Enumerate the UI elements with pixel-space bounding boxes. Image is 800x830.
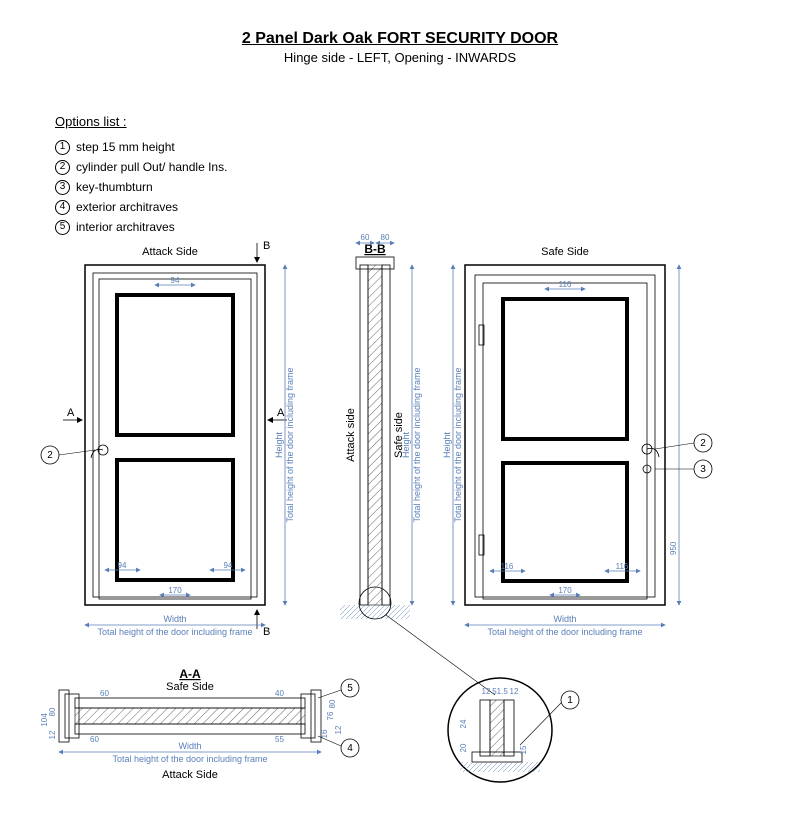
mark-b-bottom: B [263,626,270,638]
dim-aa-width-sub: Total height of the door including frame [112,754,267,764]
dim-safe-height-sub: Total height of the door including frame [453,367,463,522]
callout-2-attack: 2 [47,450,53,461]
dim-safe-br: 116 [616,562,629,571]
dim-attack-width: Width [163,614,186,624]
dim-aa-9: 80 [328,699,337,708]
dim-attack-height: Height [274,431,284,458]
view-attack-side: Attack Side A A B B [41,240,295,638]
dim-detail-5: 15 [519,745,528,754]
safe-label: Safe Side [541,246,589,258]
view-detail-1: 12 51.5 12 24 20 15 1 [448,678,579,782]
callout-3-safe: 3 [700,464,706,475]
view-section-bb: B-B Attack side Safe side 60 80 Height T… [340,233,495,695]
dim-attack-top: 94 [171,276,180,285]
dim-detail-4: 20 [459,743,468,752]
dim-bb-top-r: 80 [381,233,390,242]
view-safe-side: Safe Side 116 116 116 170 Width Total he… [442,246,712,637]
dim-bb-top-l: 60 [361,233,370,242]
dim-safe-stile: 170 [558,586,572,595]
aa-top-label: Safe Side [166,681,214,693]
dim-bb-height: Height [401,431,411,458]
section-bb-label: B-B [364,242,386,256]
callout-5: 5 [347,683,353,694]
aa-bottom-label: Attack Side [162,769,218,781]
dim-aa-4: 40 [275,689,284,698]
callout-4: 4 [347,743,353,754]
dim-aa-7: 76 [326,711,335,720]
view-section-aa: A-A Safe Side Width Total height of the … [40,667,359,781]
section-aa-label: A-A [179,667,201,681]
dim-safe-top: 116 [559,280,572,289]
dim-safe-height: Height [442,431,452,458]
mark-b-top: B [263,240,270,252]
dim-attack-br: 94 [224,561,233,570]
dim-bb-height-sub: Total height of the door including frame [412,367,422,522]
dim-aa-2: 60 [100,689,109,698]
dim-detail-3: 24 [459,719,468,728]
attack-label: Attack Side [142,246,198,258]
technical-drawing: Attack Side A A B B [0,30,800,830]
dim-detail-2: 12 [510,687,519,696]
dim-aa-6: 55 [275,735,284,744]
dim-aa-8: 60 [90,735,99,744]
dim-aa-10: 12 [334,725,343,734]
dim-aa-5: 16 [320,729,329,738]
dim-safe-outer: 950 [669,541,678,555]
dim-aa-3: 12 [48,730,57,739]
dim-aa-1: 80 [48,707,57,716]
dim-attack-stile: 170 [168,586,182,595]
mark-a-left: A [67,407,75,419]
callout-1: 1 [567,695,573,706]
dim-aa-width: Width [178,741,201,751]
dim-attack-height-sub: Total height of the door including frame [285,367,295,522]
dim-detail-1: 51.5 [492,687,508,696]
dim-safe-width: Width [553,614,576,624]
dim-detail-0: 12 [482,687,491,696]
dim-attack-width-sub: Total height of the door including frame [97,627,252,637]
bb-left-label: Attack side [345,408,357,462]
dim-attack-bl: 94 [118,561,127,570]
dim-safe-bl: 116 [501,562,514,571]
mark-a-right: A [277,407,285,419]
callout-2-safe: 2 [700,438,706,449]
dim-safe-width-sub: Total height of the door including frame [487,627,642,637]
